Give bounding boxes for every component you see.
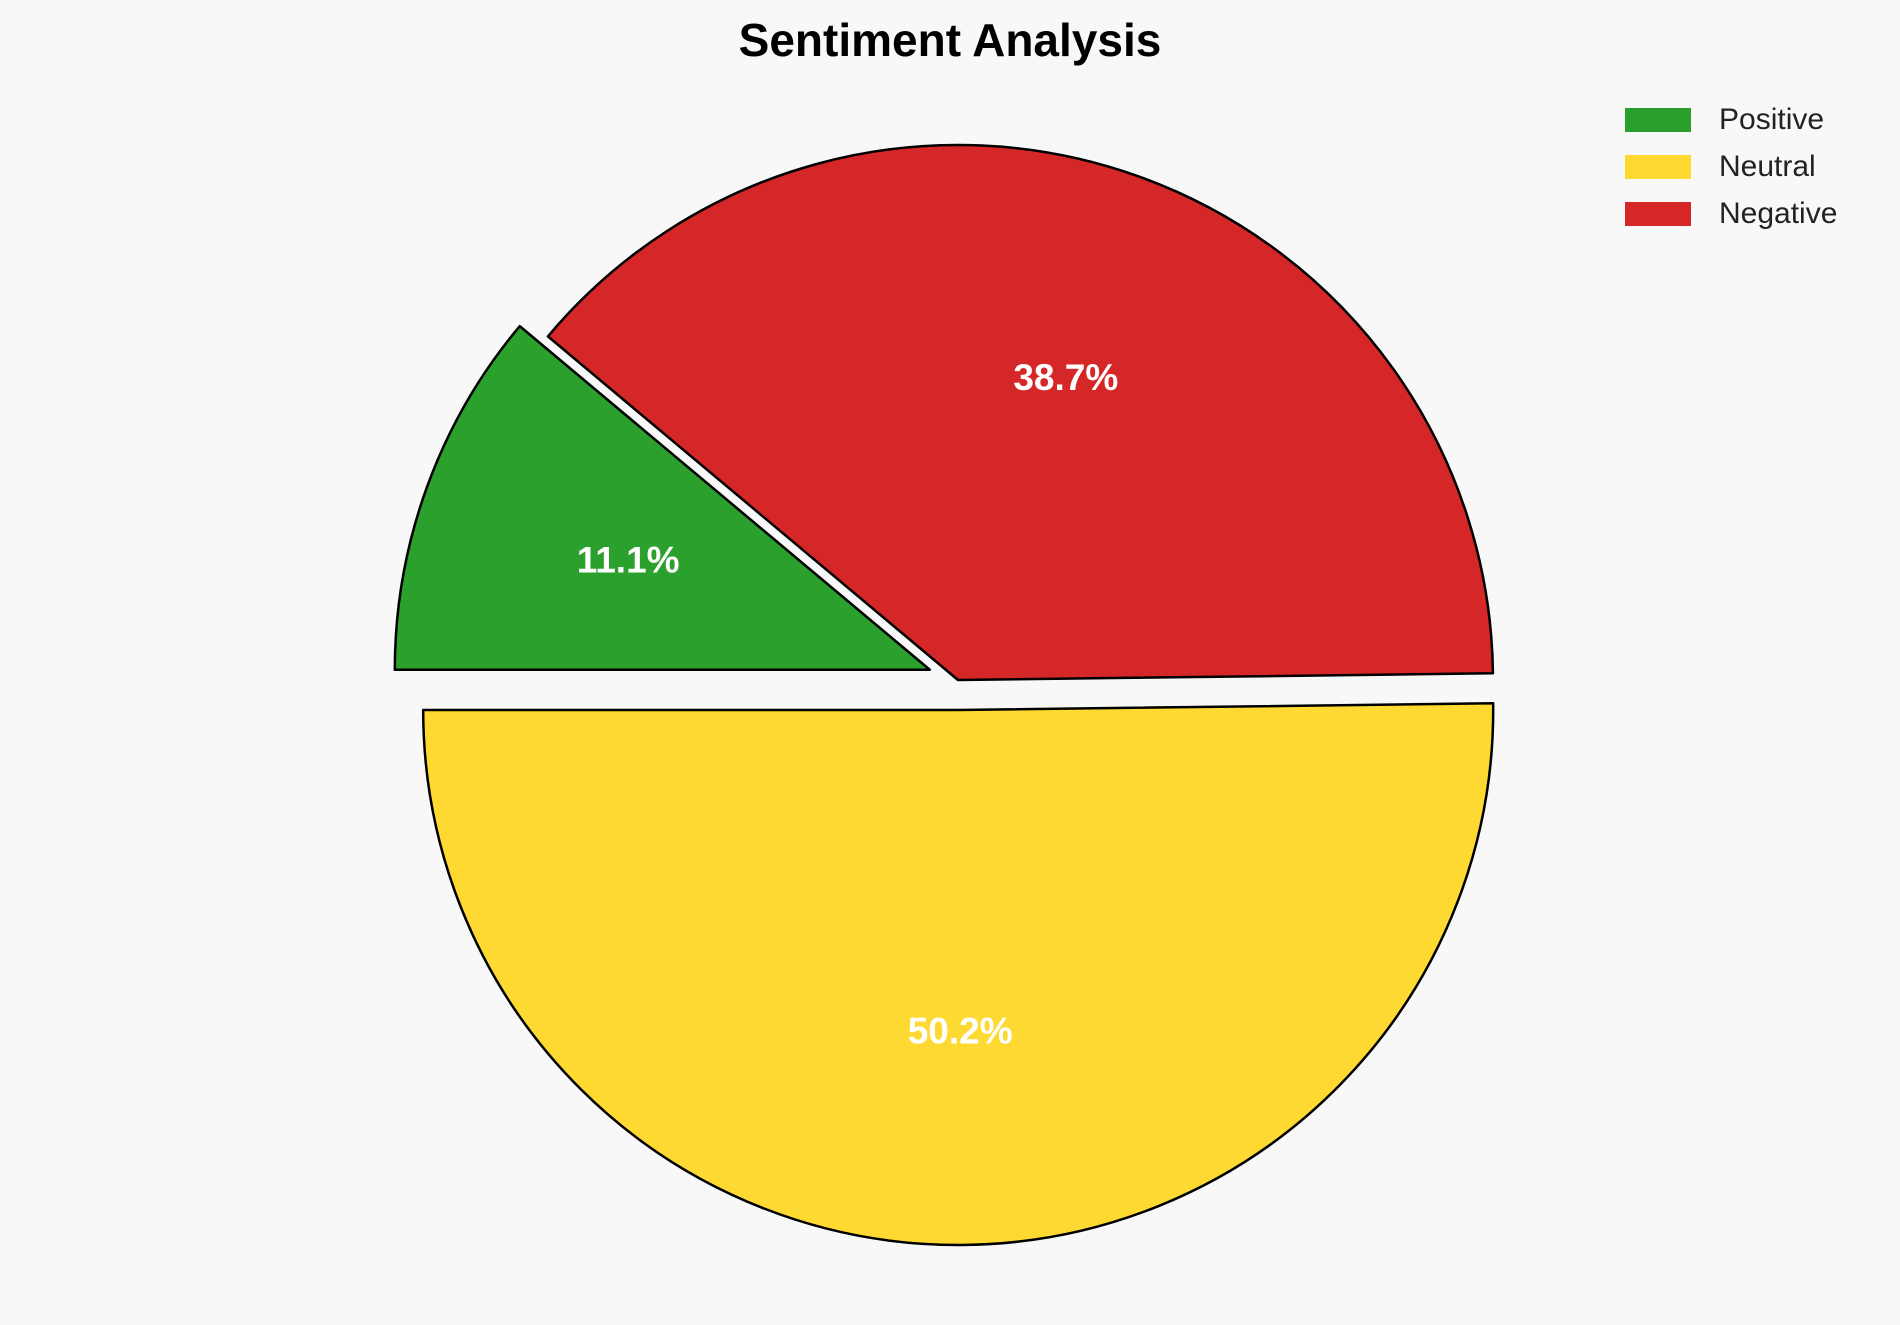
pie-slice-neutral bbox=[421, 702, 1495, 1246]
pie-label-neutral: 50.2% bbox=[908, 1010, 1013, 1051]
legend-swatch-positive bbox=[1625, 107, 1691, 132]
chart-title: Sentiment Analysis bbox=[738, 14, 1162, 66]
legend-item-neutral: Neutral bbox=[1625, 143, 1837, 190]
pie-label-negative: 38.7% bbox=[1013, 357, 1118, 398]
legend: Positive Neutral Negative bbox=[1625, 96, 1837, 237]
pie-slice-positive bbox=[393, 324, 932, 671]
legend-label-neutral: Neutral bbox=[1719, 149, 1816, 183]
legend-label-positive: Positive bbox=[1719, 102, 1825, 136]
legend-item-positive: Positive bbox=[1625, 96, 1837, 143]
legend-item-negative: Negative bbox=[1625, 190, 1837, 237]
pie-labels: 11.1% 50.2% 38.7% bbox=[577, 357, 1119, 1051]
pie-label-positive: 11.1% bbox=[577, 540, 680, 581]
legend-swatch-negative bbox=[1625, 201, 1691, 226]
pie-slices bbox=[393, 143, 1495, 1246]
legend-label-negative: Negative bbox=[1719, 196, 1838, 230]
pie-slice-negative bbox=[546, 143, 1495, 682]
legend-swatch-neutral bbox=[1625, 154, 1691, 179]
